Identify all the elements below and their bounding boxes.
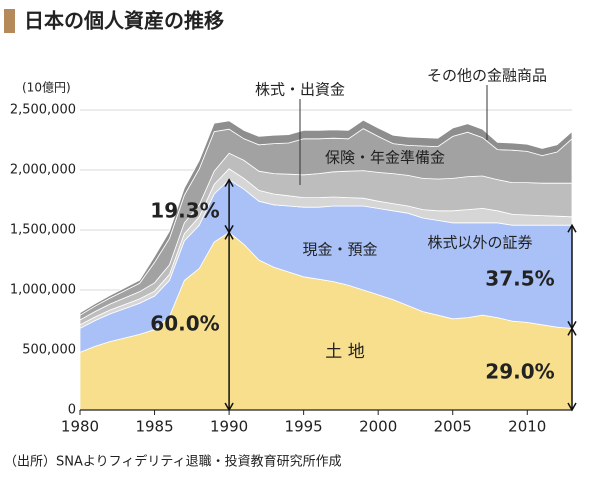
annotation: 19.3% — [150, 199, 219, 223]
x-tick-label: 2000 — [359, 418, 397, 436]
annotation: 29.0% — [485, 360, 554, 384]
arrow-head — [224, 225, 234, 234]
arrow-head — [567, 223, 577, 233]
series-label: 土 地 — [325, 342, 364, 362]
annotation: 37.5% — [485, 267, 554, 291]
annotation: 60.0% — [150, 312, 219, 336]
arrow-head — [224, 402, 234, 412]
y-unit-label: (10億円) — [22, 81, 71, 95]
arrow-head — [567, 321, 577, 330]
chart-title: 日本の個人資産の推移 — [24, 9, 224, 33]
x-tick-label: 2010 — [508, 418, 546, 436]
title-marker — [4, 9, 15, 33]
y-tick-label: 2,000,000 — [10, 163, 76, 178]
y-tick-label: 1,000,000 — [10, 283, 76, 298]
x-tick-label: 1985 — [135, 418, 173, 436]
series-label: 株式・出資金 — [255, 81, 345, 99]
arrow-head — [567, 402, 577, 412]
x-tick-label: 1995 — [285, 418, 323, 436]
series-label: 株式以外の証券 — [427, 234, 532, 252]
x-tick-label: 1990 — [210, 418, 248, 436]
series-label: 保険・年金準備金 — [325, 149, 445, 167]
x-tick-label: 2005 — [434, 418, 472, 436]
x-tick-label: 1980 — [61, 418, 99, 436]
y-tick-label: 2,500,000 — [10, 103, 76, 118]
y-tick-label: 1,500,000 — [10, 223, 76, 238]
y-tick-label: 0 — [68, 403, 76, 418]
arrow-head — [224, 178, 234, 187]
area — [79, 119, 573, 316]
series-label: その他の金融商品 — [427, 67, 547, 85]
source: （出所）SNAよりフィデリティ退職・投資教育研究所作成 — [4, 454, 342, 470]
y-tick-label: 500,000 — [22, 343, 76, 358]
series-label: 現金・預金 — [302, 241, 377, 259]
